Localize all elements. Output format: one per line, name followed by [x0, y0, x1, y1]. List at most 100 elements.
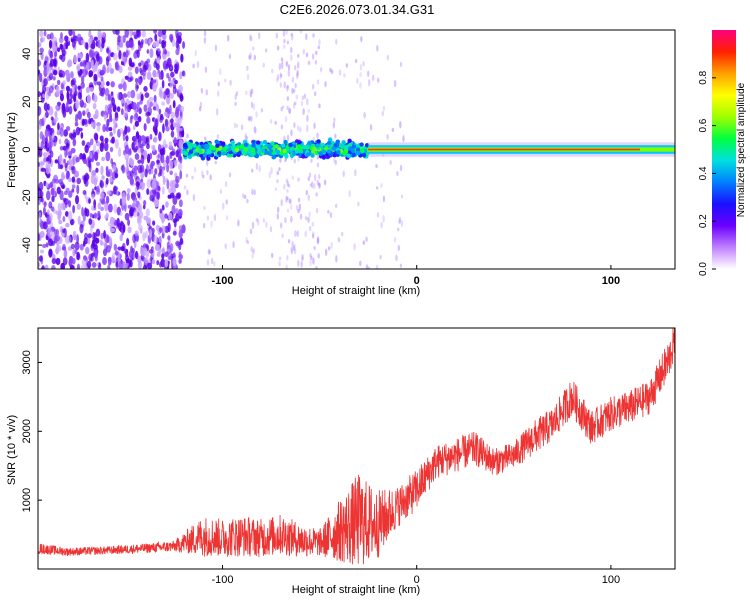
spectral-point	[38, 161, 41, 167]
spectral-point	[122, 224, 126, 233]
spectrogram-xlabel: Height of straight line (km)	[292, 285, 420, 297]
spectral-point	[57, 122, 60, 131]
spectral-point	[258, 164, 261, 173]
spectral-point	[165, 95, 171, 105]
spectral-point	[276, 170, 279, 176]
spectral-point	[279, 82, 283, 88]
spectral-point	[250, 101, 254, 109]
spectral-point	[214, 44, 218, 52]
spectral-point	[157, 172, 161, 177]
spectral-point	[111, 97, 115, 106]
spectral-point	[107, 93, 111, 102]
spectral-point	[276, 45, 280, 51]
spectral-point	[239, 144, 244, 149]
spectral-point	[400, 194, 404, 199]
spectral-point	[85, 246, 90, 255]
spectral-point	[323, 146, 329, 151]
spectral-point	[312, 257, 315, 265]
spectral-point	[45, 182, 50, 188]
spectral-point	[55, 85, 60, 96]
spectral-point	[107, 203, 113, 213]
spectral-point	[55, 257, 61, 266]
spectral-point	[326, 149, 332, 154]
spectral-point	[235, 123, 239, 128]
spectral-point	[252, 103, 256, 111]
spectral-point	[161, 101, 165, 106]
spectral-point	[211, 146, 216, 151]
spectral-point	[43, 114, 47, 123]
spectral-point	[399, 61, 403, 67]
spectral-point	[291, 240, 294, 248]
spectral-point	[179, 116, 184, 121]
spectral-point	[63, 158, 66, 164]
spectral-point	[49, 213, 53, 222]
spectral-point	[360, 148, 365, 153]
spectral-point	[276, 179, 279, 184]
spectral-point	[85, 208, 90, 217]
spectral-point	[297, 53, 300, 58]
spectral-point	[281, 105, 285, 109]
spectral-point	[146, 178, 152, 188]
spectral-point	[363, 111, 366, 119]
spectral-point	[64, 35, 69, 42]
spectral-point	[230, 140, 235, 145]
spectral-point	[39, 230, 45, 238]
spectral-point	[362, 61, 365, 67]
spectral-point	[393, 79, 397, 88]
spectral-point	[207, 248, 211, 255]
spectral-point	[87, 111, 91, 119]
spectral-point	[178, 130, 184, 138]
spectral-point	[178, 258, 182, 264]
spectral-point	[172, 230, 177, 236]
spectral-point	[174, 79, 178, 85]
spectral-point	[39, 249, 45, 254]
spectral-point	[134, 153, 140, 161]
spectral-point	[249, 52, 252, 60]
spectral-point	[174, 63, 178, 70]
spectral-point	[221, 151, 226, 156]
spectral-point	[193, 166, 197, 173]
spectral-point	[71, 188, 75, 193]
spectral-point	[126, 91, 132, 98]
spectral-point	[82, 110, 86, 116]
spectral-point	[76, 177, 82, 185]
spectral-point	[186, 189, 189, 196]
spectral-point	[294, 82, 297, 89]
spectral-point	[286, 105, 289, 110]
spectral-point	[106, 190, 112, 195]
spectral-point	[375, 186, 379, 190]
spectral-point	[169, 33, 174, 42]
spectral-point	[216, 151, 222, 156]
spectral-point	[167, 222, 171, 233]
spectral-point	[100, 76, 104, 82]
spectral-point	[95, 53, 100, 62]
spectral-point	[125, 135, 129, 142]
spectral-point	[247, 150, 252, 155]
spectral-point	[126, 192, 130, 201]
spectral-point	[336, 149, 341, 155]
spectral-point	[93, 212, 97, 219]
spectral-point	[382, 105, 386, 112]
spectral-point	[68, 105, 73, 115]
spectral-point	[302, 108, 305, 116]
spectral-point	[214, 139, 219, 144]
snr-xlabel: Height of straight line (km)	[292, 584, 420, 596]
spectral-point	[38, 262, 41, 268]
spectral-point	[157, 30, 163, 38]
spectral-point	[116, 44, 121, 51]
spectral-point	[292, 102, 296, 110]
spectral-point	[83, 118, 88, 125]
spectral-point	[382, 195, 386, 203]
spectral-point	[198, 149, 203, 154]
spectral-point	[113, 124, 116, 135]
spectral-point	[313, 173, 317, 182]
spectral-point	[59, 93, 64, 102]
spectral-point	[255, 217, 259, 223]
spectral-point	[62, 243, 66, 251]
spectral-point	[95, 228, 101, 237]
spectral-point	[68, 150, 73, 156]
spectral-point	[203, 206, 206, 210]
spectral-point	[123, 248, 129, 254]
spectral-point	[166, 57, 172, 68]
spectral-point	[359, 260, 362, 267]
